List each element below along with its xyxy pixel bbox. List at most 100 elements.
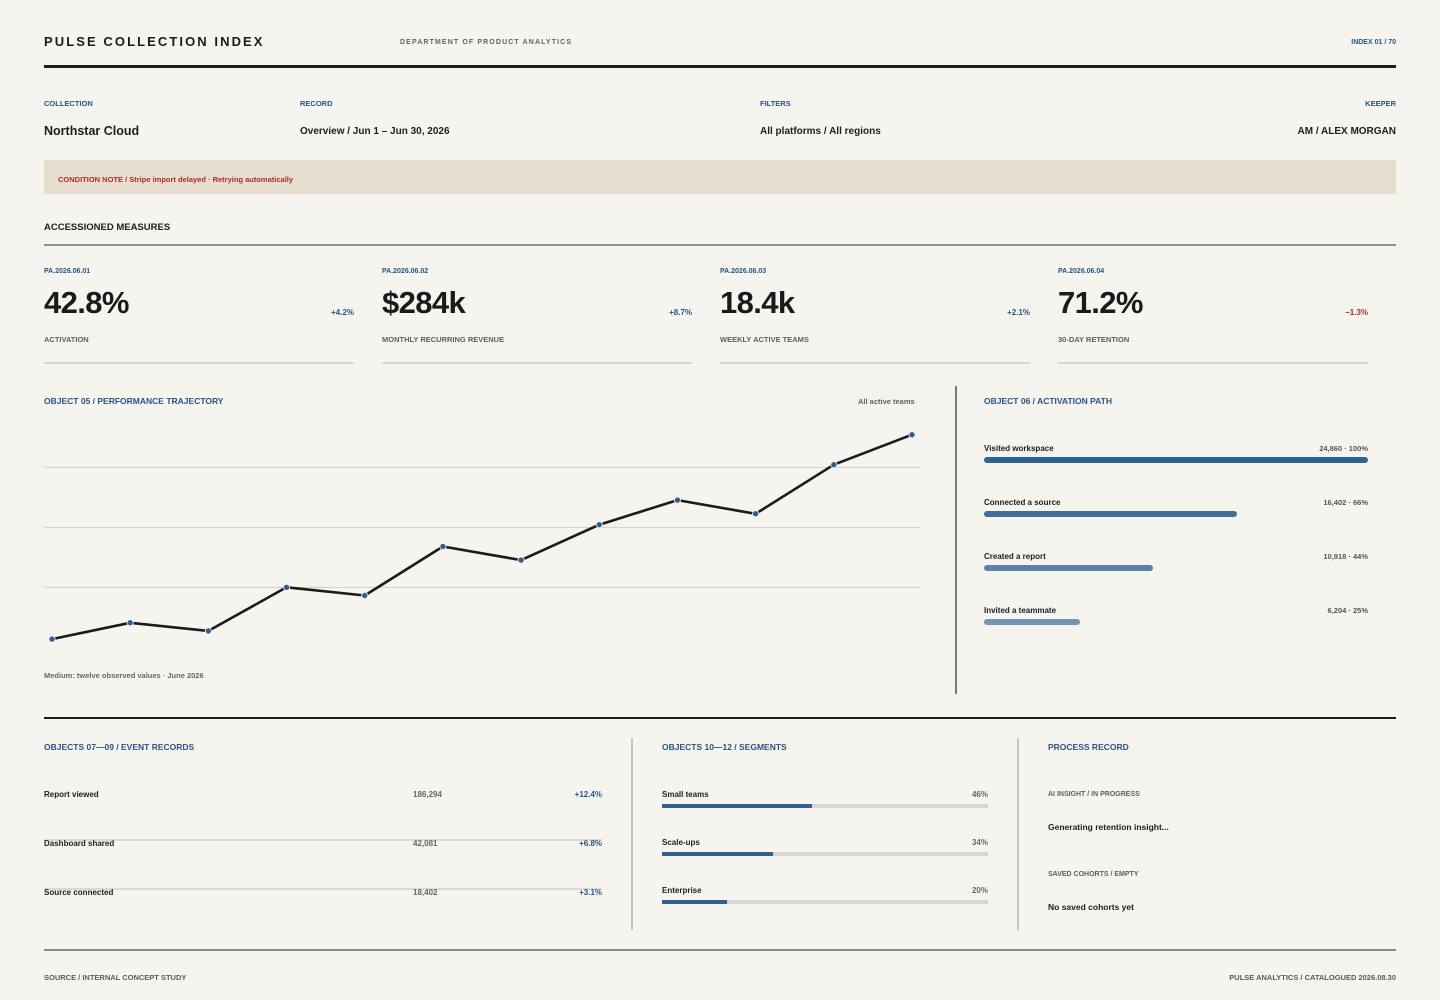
- activation-step-value: 24,860 · 100%: [1319, 444, 1368, 453]
- saved-cohorts-value: No saved cohorts yet: [1048, 902, 1134, 912]
- metric-delta: +4.2%: [331, 308, 354, 317]
- activation-step-value: 6,204 · 25%: [1327, 606, 1368, 615]
- index-number: INDEX 01 / 70: [1351, 39, 1396, 46]
- chart-point-3: [204, 627, 212, 635]
- chart-point-6: [439, 542, 447, 550]
- metric-value: 42.8%: [44, 285, 129, 320]
- chart-point-9: [673, 496, 681, 504]
- activation-step-label: Visited workspace: [984, 444, 1054, 453]
- condition-notice-text: CONDITION NOTE / Stripe import delayed ·…: [58, 175, 294, 184]
- metric-delta: +8.7%: [669, 308, 692, 317]
- metric-card-retention: PA.2026.06.04 71.2% −1.3% 30-DAY RETENTI…: [1058, 268, 1368, 364]
- metric-id: PA.2026.06.03: [720, 268, 767, 275]
- event-change: +6.8%: [579, 839, 602, 848]
- metric-label: WEEKLY ACTIVE TEAMS: [720, 335, 809, 344]
- measures-section-title: ACCESSIONED MEASURES: [44, 222, 171, 233]
- segment-percent: 20%: [971, 886, 988, 895]
- chart-footnote: Medium: twelve observed values · June 20…: [44, 671, 204, 680]
- activation-step-bar: [984, 619, 1080, 625]
- event-row: Report viewed 186,294 +12.4%: [44, 790, 602, 841]
- metric-value: 71.2%: [1058, 285, 1143, 320]
- activation-step: Visited workspace 24,860 · 100%: [984, 444, 1368, 468]
- metric-id: PA.2026.06.01: [44, 268, 91, 275]
- ai-insight-label: AI INSIGHT / IN PROGRESS: [1048, 791, 1140, 798]
- event-count: 42,081: [413, 839, 438, 848]
- metric-delta: +2.1%: [1007, 308, 1030, 317]
- ai-insight-value: Generating retention insight...: [1048, 822, 1169, 832]
- metric-value: 18.4k: [720, 285, 795, 320]
- series-line: [50, 433, 914, 641]
- segment-row: Enterprise 20%: [662, 886, 988, 916]
- activation-step-bar: [984, 511, 1238, 517]
- metric-value: $284k: [382, 285, 466, 320]
- activation-path-title: OBJECT 06 / ACTIVATION PATH: [984, 396, 1112, 406]
- activation-step-value: 16,402 · 66%: [1323, 498, 1368, 507]
- series-points: [48, 431, 916, 643]
- event-row: Source connected 18,402 +3.1%: [44, 888, 602, 937]
- segment-fill: [662, 804, 812, 808]
- segment-name: Scale-ups: [662, 838, 700, 847]
- performance-trajectory-title: OBJECT 05 / PERFORMANCE TRAJECTORY: [44, 396, 224, 406]
- record-label: RECORD: [300, 99, 333, 108]
- footer-catalogue: PULSE ANALYTICS / CATALOGUED 2026.08.30: [1229, 973, 1396, 982]
- activation-step-value: 10,918 · 44%: [1323, 552, 1368, 561]
- activation-step: Connected a source 16,402 · 66%: [984, 498, 1368, 522]
- metric-card-mrr: PA.2026.06.02 $284k +8.7% MONTHLY RECURR…: [382, 268, 692, 364]
- chart-point-7: [517, 556, 525, 564]
- chart-point-12: [908, 431, 916, 439]
- metric-delta: −1.3%: [1345, 308, 1368, 317]
- filters-label: FILTERS: [760, 99, 791, 108]
- segment-track: [662, 804, 988, 808]
- activation-step-label: Created a report: [984, 552, 1046, 561]
- collection-value: Northstar Cloud: [44, 124, 140, 138]
- footer-divider: [44, 949, 1396, 951]
- column-divider: [1017, 738, 1019, 930]
- event-records-title: OBJECTS 07—09 / EVENT RECORDS: [44, 742, 195, 752]
- chart-point-1: [48, 635, 56, 643]
- keeper-label: KEEPER: [1365, 99, 1396, 108]
- activation-step-bar: [984, 457, 1368, 463]
- filters-value: All platforms / All regions: [760, 126, 881, 137]
- segment-track: [662, 852, 988, 856]
- chart-filter-label: All active teams: [858, 397, 915, 406]
- process-record-title: PROCESS RECORD: [1048, 742, 1129, 752]
- measures-divider: [44, 244, 1396, 246]
- metric-label: 30-DAY RETENTION: [1058, 335, 1130, 344]
- metric-id: PA.2026.06.04: [1058, 268, 1105, 275]
- event-change: +3.1%: [579, 888, 602, 897]
- collection-label: COLLECTION: [44, 99, 93, 108]
- chart-point-4: [283, 583, 291, 591]
- event-name: Report viewed: [44, 790, 99, 799]
- event-row: Dashboard shared 42,081 +6.8%: [44, 839, 602, 890]
- keeper-value: AM / ALEX MORGAN: [1297, 126, 1396, 137]
- condition-notice: CONDITION NOTE / Stripe import delayed ·…: [44, 160, 1396, 194]
- segment-name: Small teams: [662, 790, 709, 799]
- activation-step-bar: [984, 565, 1153, 571]
- segment-track: [662, 900, 988, 904]
- activation-step: Created a report 10,918 · 44%: [984, 552, 1368, 576]
- segment-percent: 46%: [971, 790, 988, 799]
- section-divider: [44, 717, 1396, 719]
- activation-step: Invited a teammate 6,204 · 25%: [984, 606, 1368, 630]
- metric-card-activation: PA.2026.06.01 42.8% +4.2% ACTIVATION: [44, 268, 354, 364]
- activation-step-label: Connected a source: [984, 498, 1061, 507]
- event-count: 186,294: [413, 790, 442, 799]
- event-count: 18,402: [413, 888, 438, 897]
- metric-label: MONTHLY RECURRING REVENUE: [382, 335, 505, 344]
- event-change: +12.4%: [574, 790, 602, 799]
- segment-row: Scale-ups 34%: [662, 838, 988, 868]
- metric-id: PA.2026.06.02: [382, 268, 429, 275]
- segment-fill: [662, 852, 773, 856]
- header-divider: [44, 65, 1396, 68]
- column-divider: [631, 738, 633, 930]
- metric-card-weekly-active-teams: PA.2026.06.03 18.4k +2.1% WEEKLY ACTIVE …: [720, 268, 1030, 364]
- footer-source: SOURCE / INTERNAL CONCEPT STUDY: [44, 973, 187, 982]
- chart-grid: [44, 466, 920, 588]
- page-title: PULSE COLLECTION INDEX: [44, 34, 265, 49]
- chart-point-11: [830, 461, 838, 469]
- segments-title: OBJECTS 10—12 / SEGMENTS: [662, 742, 787, 752]
- chart-panel-divider: [955, 386, 957, 694]
- performance-trajectory-chart: [44, 431, 920, 643]
- event-name: Source connected: [44, 888, 114, 897]
- activation-step-label: Invited a teammate: [984, 606, 1057, 615]
